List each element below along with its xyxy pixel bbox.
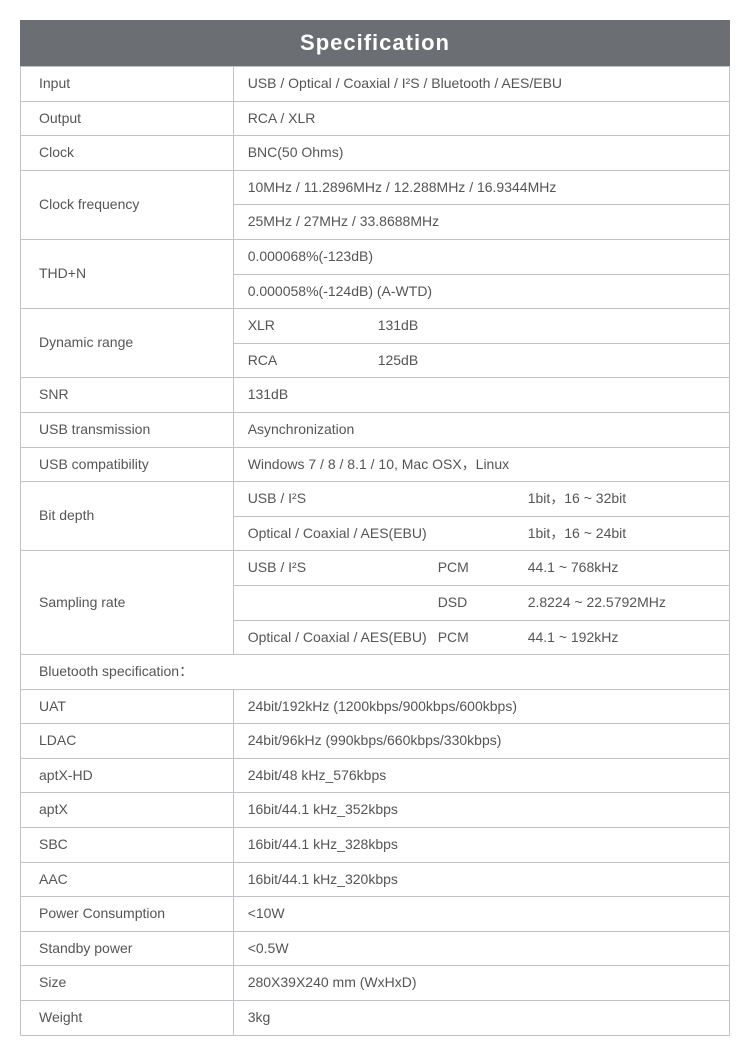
- table-row: Size 280X39X240 mm (WxHxD): [21, 966, 730, 1001]
- cell-text: 2.8224 ~ 22.5792MHz: [528, 593, 717, 613]
- row-label: aptX: [21, 793, 234, 828]
- cell-text: [248, 593, 438, 613]
- row-label: Clock: [21, 136, 234, 171]
- table-row: Weight 3kg: [21, 1001, 730, 1036]
- row-label: aptX-HD: [21, 758, 234, 793]
- cell-text: XLR: [248, 316, 378, 336]
- row-value: 16bit/44.1 kHz_328kbps: [233, 828, 729, 863]
- row-label: Size: [21, 966, 234, 1001]
- table-row: SBC 16bit/44.1 kHz_328kbps: [21, 828, 730, 863]
- cell-text: 44.1 ~ 192kHz: [528, 628, 717, 648]
- table-row: Standby power <0.5W: [21, 931, 730, 966]
- row-label: LDAC: [21, 724, 234, 759]
- cell-text: PCM: [438, 558, 528, 578]
- row-value: 10MHz / 11.2896MHz / 12.288MHz / 16.9344…: [233, 170, 729, 205]
- row-value: 25MHz / 27MHz / 33.8688MHz: [233, 205, 729, 240]
- cell-text: [438, 489, 528, 509]
- table-row: Output RCA / XLR: [21, 101, 730, 136]
- row-label: AAC: [21, 862, 234, 897]
- cell-text: DSD: [438, 593, 528, 613]
- specification-container: Specification Input USB / Optical / Coax…: [20, 20, 730, 1036]
- row-value: 24bit/96kHz (990kbps/660kbps/330kbps): [233, 724, 729, 759]
- row-value: 16bit/44.1 kHz_352kbps: [233, 793, 729, 828]
- row-label: Input: [21, 67, 234, 102]
- row-label: Bit depth: [21, 482, 234, 551]
- row-label: Sampling rate: [21, 551, 234, 655]
- row-value: USB / I²S PCM 44.1 ~ 768kHz: [233, 551, 729, 586]
- table-row: USB compatibility Windows 7 / 8 / 8.1 / …: [21, 447, 730, 482]
- cell-text: RCA: [248, 351, 378, 371]
- cell-text: 44.1 ~ 768kHz: [528, 558, 717, 578]
- row-value: 3kg: [233, 1001, 729, 1036]
- cell-text: Optical / Coaxial / AES(EBU): [248, 628, 438, 648]
- row-value: 24bit/192kHz (1200kbps/900kbps/600kbps): [233, 689, 729, 724]
- row-label: Dynamic range: [21, 309, 234, 378]
- table-row: UAT 24bit/192kHz (1200kbps/900kbps/600kb…: [21, 689, 730, 724]
- row-label: Bluetooth specification：: [21, 655, 730, 690]
- cell-text: Optical / Coaxial / AES(EBU): [248, 524, 438, 544]
- cell-text: PCM: [438, 628, 528, 648]
- row-label: UAT: [21, 689, 234, 724]
- row-value: DSD 2.8224 ~ 22.5792MHz: [233, 585, 729, 620]
- cell-text: 125dB: [378, 351, 717, 371]
- table-row: THD+N 0.000068%(-123dB): [21, 239, 730, 274]
- row-value: 16bit/44.1 kHz_320kbps: [233, 862, 729, 897]
- table-row: USB transmission Asynchronization: [21, 412, 730, 447]
- row-label: Power Consumption: [21, 897, 234, 932]
- row-value: <10W: [233, 897, 729, 932]
- table-row: Sampling rate USB / I²S PCM 44.1 ~ 768kH…: [21, 551, 730, 586]
- table-row: Clock BNC(50 Ohms): [21, 136, 730, 171]
- row-label: Clock frequency: [21, 170, 234, 239]
- specification-header: Specification: [20, 20, 730, 66]
- table-row: aptX 16bit/44.1 kHz_352kbps: [21, 793, 730, 828]
- row-value: BNC(50 Ohms): [233, 136, 729, 171]
- row-value: Optical / Coaxial / AES(EBU) PCM 44.1 ~ …: [233, 620, 729, 655]
- row-value: Windows 7 / 8 / 8.1 / 10, Mac OSX，Linux: [233, 447, 729, 482]
- row-label: SBC: [21, 828, 234, 863]
- row-value: Optical / Coaxial / AES(EBU) 1bit，16 ~ 2…: [233, 516, 729, 551]
- specification-table: Input USB / Optical / Coaxial / I²S / Bl…: [20, 66, 730, 1036]
- row-label: Output: [21, 101, 234, 136]
- row-value: Asynchronization: [233, 412, 729, 447]
- cell-text: USB / I²S: [248, 558, 438, 578]
- row-label: SNR: [21, 378, 234, 413]
- row-value: 0.000068%(-123dB): [233, 239, 729, 274]
- row-value: 280X39X240 mm (WxHxD): [233, 966, 729, 1001]
- row-value: USB / Optical / Coaxial / I²S / Bluetoot…: [233, 67, 729, 102]
- table-row: AAC 16bit/44.1 kHz_320kbps: [21, 862, 730, 897]
- row-value: 0.000058%(-124dB) (A-WTD): [233, 274, 729, 309]
- table-row: SNR 131dB: [21, 378, 730, 413]
- row-value: XLR 131dB: [233, 309, 729, 344]
- cell-text: USB / I²S: [248, 489, 438, 509]
- table-row: Input USB / Optical / Coaxial / I²S / Bl…: [21, 67, 730, 102]
- table-row: Bluetooth specification：: [21, 655, 730, 690]
- table-row: Power Consumption <10W: [21, 897, 730, 932]
- row-label: Standby power: [21, 931, 234, 966]
- table-row: aptX-HD 24bit/48 kHz_576kbps: [21, 758, 730, 793]
- table-row: Clock frequency 10MHz / 11.2896MHz / 12.…: [21, 170, 730, 205]
- row-label: Weight: [21, 1001, 234, 1036]
- cell-text: [438, 524, 528, 544]
- table-row: Bit depth USB / I²S 1bit，16 ~ 32bit: [21, 482, 730, 517]
- row-value: RCA / XLR: [233, 101, 729, 136]
- row-label: THD+N: [21, 239, 234, 308]
- row-value: RCA 125dB: [233, 343, 729, 378]
- row-label: USB transmission: [21, 412, 234, 447]
- cell-text: 1bit，16 ~ 24bit: [528, 524, 717, 544]
- table-row: Dynamic range XLR 131dB: [21, 309, 730, 344]
- row-value: <0.5W: [233, 931, 729, 966]
- cell-text: 131dB: [378, 316, 717, 336]
- table-row: LDAC 24bit/96kHz (990kbps/660kbps/330kbp…: [21, 724, 730, 759]
- row-value: USB / I²S 1bit，16 ~ 32bit: [233, 482, 729, 517]
- row-value: 24bit/48 kHz_576kbps: [233, 758, 729, 793]
- row-label: USB compatibility: [21, 447, 234, 482]
- row-value: 131dB: [233, 378, 729, 413]
- cell-text: 1bit，16 ~ 32bit: [528, 489, 717, 509]
